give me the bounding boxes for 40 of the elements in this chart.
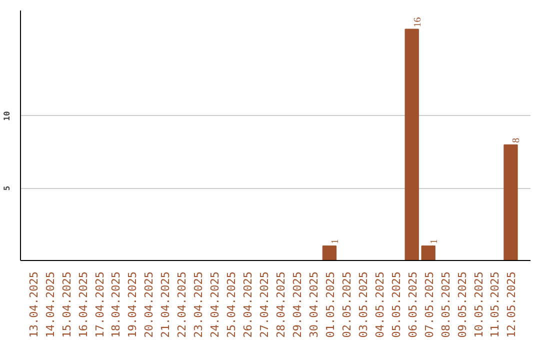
x-tick-label: 03.05.2025 bbox=[356, 271, 370, 338]
x-tick-label: 11.05.2025 bbox=[488, 271, 502, 338]
x-tick-label: 01.05.2025 bbox=[324, 271, 337, 338]
bar bbox=[421, 246, 436, 260]
bar bbox=[504, 144, 518, 260]
x-tick-label: 08.05.2025 bbox=[439, 271, 452, 338]
x-tick-label: 30.04.2025 bbox=[307, 271, 320, 338]
x-tick-label: 07.05.2025 bbox=[422, 271, 436, 338]
x-tick-label: 04.05.2025 bbox=[373, 271, 386, 338]
x-tick-label: 10.05.2025 bbox=[472, 271, 486, 338]
x-tick-label: 26.04.2025 bbox=[242, 271, 255, 338]
data-label: 8 bbox=[511, 138, 522, 143]
x-tick-label: 15.04.2025 bbox=[60, 271, 74, 338]
x-tick-label: 20.04.2025 bbox=[142, 271, 156, 338]
x-tick-label: 09.05.2025 bbox=[456, 271, 469, 338]
bar bbox=[322, 246, 337, 260]
x-tick-label: 16.04.2025 bbox=[76, 271, 90, 338]
x-tick-label: 06.05.2025 bbox=[406, 271, 420, 338]
x-tick-label: 21.04.2025 bbox=[159, 271, 172, 338]
x-tick-label: 24.04.2025 bbox=[208, 271, 222, 338]
x-tick-label: 14.04.2025 bbox=[44, 271, 57, 338]
x-tick-label: 13.04.2025 bbox=[27, 271, 40, 338]
x-tick-label: 22.04.2025 bbox=[176, 271, 189, 338]
x-tick-label: 28.04.2025 bbox=[274, 271, 288, 338]
x-tick-label: 25.04.2025 bbox=[225, 271, 238, 338]
x-tick-label: 19.04.2025 bbox=[126, 271, 140, 338]
x-tick-label: 12.05.2025 bbox=[505, 271, 518, 338]
x-tick-label: 23.04.2025 bbox=[192, 271, 206, 338]
x-tick-label: 05.05.2025 bbox=[390, 271, 403, 338]
data-label: 1 bbox=[428, 239, 440, 244]
x-tick-label: 17.04.2025 bbox=[93, 271, 106, 338]
bar bbox=[404, 28, 419, 260]
data-label: 1 bbox=[330, 239, 341, 244]
x-tick-label: 27.04.2025 bbox=[258, 271, 272, 338]
x-tick-label: 02.05.2025 bbox=[340, 271, 354, 338]
x-tick-label: 29.04.2025 bbox=[291, 271, 304, 338]
x-tick-label: 18.04.2025 bbox=[110, 271, 123, 338]
y-tick-label: 5 bbox=[2, 186, 12, 191]
y-tick-label: 10 bbox=[2, 110, 12, 121]
data-label: 16 bbox=[412, 17, 424, 28]
